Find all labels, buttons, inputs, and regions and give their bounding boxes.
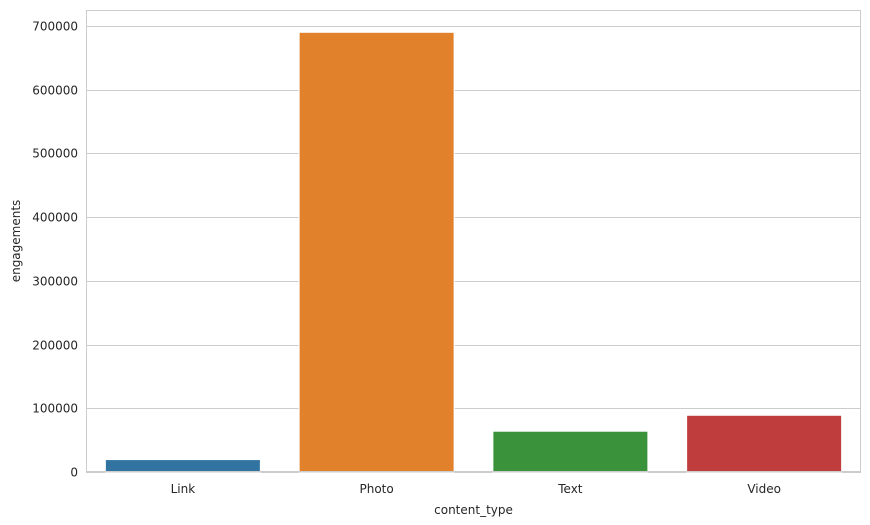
x-tick-label: Text <box>557 482 583 496</box>
x-axis-label: content_type <box>434 503 513 517</box>
bar-video <box>686 414 843 473</box>
y-tick-label: 0 <box>70 466 78 480</box>
y-tick-label: 500000 <box>32 147 78 161</box>
y-axis-label: engagements <box>9 200 23 283</box>
x-tick-label: Video <box>747 482 781 496</box>
y-tick-labels: 0 100000 200000 300000 400000 500000 600000 700… <box>32 20 78 480</box>
plot-area <box>86 10 861 472</box>
bar-text <box>492 430 649 473</box>
plot-frame <box>86 10 861 472</box>
bar-photo <box>298 31 455 473</box>
x-tick-label: Link <box>171 482 196 496</box>
bars <box>104 31 843 473</box>
bar-link <box>104 459 261 473</box>
y-gridlines <box>86 26 861 473</box>
x-tick-label: Photo <box>360 482 394 496</box>
y-tick-label: 300000 <box>32 275 78 289</box>
y-tick-label: 700000 <box>32 20 78 34</box>
y-tick-label: 600000 <box>32 84 78 98</box>
y-tick-label: 400000 <box>32 211 78 225</box>
y-tick-label: 200000 <box>32 339 78 353</box>
y-tick-label: 100000 <box>32 402 78 416</box>
x-tick-labels: Link Photo Text Video <box>171 482 781 496</box>
